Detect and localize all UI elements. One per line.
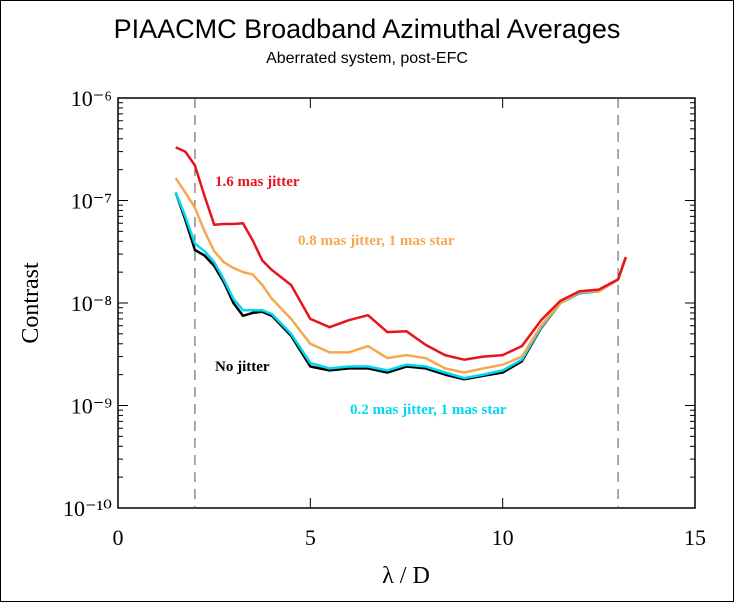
x-tick-label: 15	[684, 525, 706, 550]
x-axis-label: λ / D	[382, 563, 430, 589]
y-tick-label: 10⁻¹⁰	[63, 496, 112, 521]
x-tick-label: 5	[305, 525, 316, 550]
line-series	[174, 177, 627, 374]
series-label: 0.8 mas jitter, 1 mas star	[298, 233, 455, 249]
series-label: 0.2 mas jitter, 1 mas star	[350, 402, 507, 418]
y-tick-label: 10⁻⁶	[71, 86, 112, 111]
chart-title: PIAACMC Broadband Azimuthal Averages	[114, 14, 621, 44]
x-tick-label: 10	[492, 525, 514, 550]
series-label: 1.6 mas jitter	[215, 174, 300, 190]
chart-subtitle: Aberrated system, post-EFC	[266, 50, 468, 67]
line-series	[175, 146, 627, 361]
x-tick-label: 0	[113, 525, 124, 550]
y-axis-label: Contrast	[18, 262, 44, 344]
y-tick-label: 10⁻⁸	[71, 291, 112, 316]
y-tick-label: 10⁻⁷	[71, 189, 112, 214]
series-label: No jitter	[215, 359, 270, 375]
y-tick-label: 10⁻⁹	[71, 394, 113, 419]
